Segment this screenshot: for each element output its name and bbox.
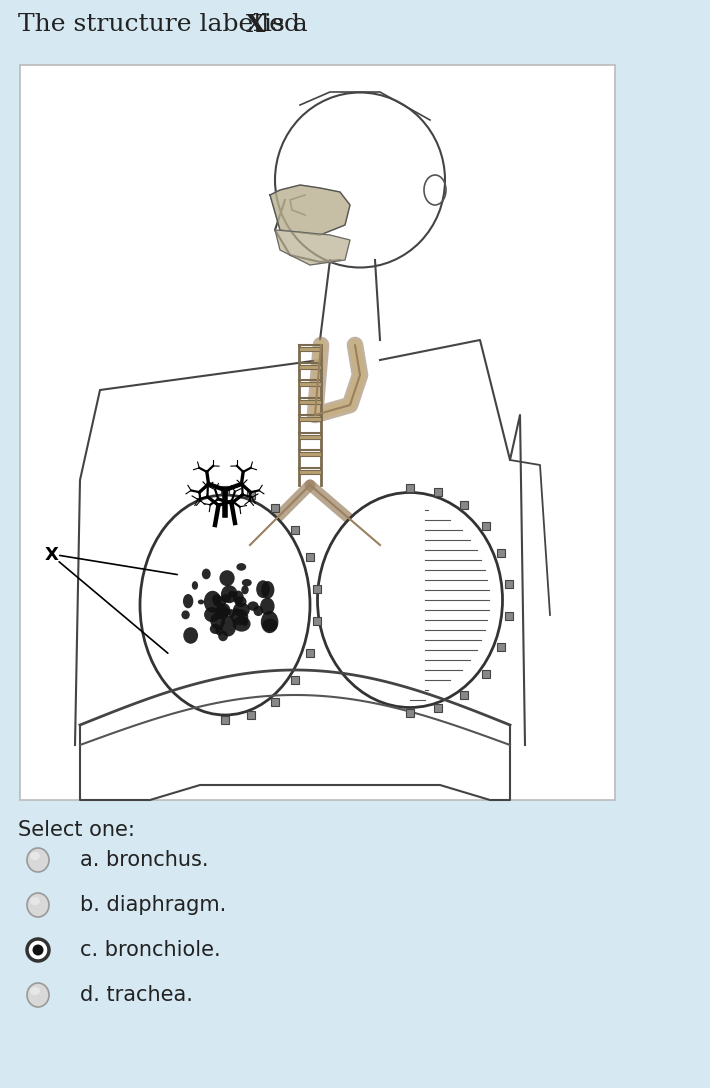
Ellipse shape	[183, 594, 193, 608]
Ellipse shape	[262, 619, 278, 631]
Ellipse shape	[213, 596, 226, 607]
Ellipse shape	[204, 607, 220, 622]
Polygon shape	[270, 185, 350, 235]
Ellipse shape	[233, 591, 244, 604]
Bar	[498, 549, 506, 557]
Circle shape	[27, 939, 49, 961]
Ellipse shape	[219, 570, 235, 586]
FancyBboxPatch shape	[299, 347, 321, 351]
Ellipse shape	[140, 495, 310, 715]
FancyBboxPatch shape	[20, 65, 615, 800]
Ellipse shape	[27, 848, 49, 871]
Bar	[460, 502, 469, 509]
Ellipse shape	[220, 616, 236, 636]
Ellipse shape	[242, 579, 252, 586]
Ellipse shape	[27, 982, 49, 1007]
FancyBboxPatch shape	[299, 434, 321, 438]
Text: c. bronchiole.: c. bronchiole.	[80, 940, 221, 960]
Bar	[506, 580, 513, 588]
Bar	[460, 691, 469, 698]
Polygon shape	[275, 230, 350, 265]
Text: a. bronchus.: a. bronchus.	[80, 850, 209, 870]
Ellipse shape	[233, 603, 250, 617]
Text: X: X	[45, 546, 59, 564]
Ellipse shape	[261, 611, 278, 633]
Bar	[247, 712, 255, 719]
Ellipse shape	[212, 594, 222, 604]
Bar	[406, 708, 414, 717]
Text: X: X	[246, 13, 266, 37]
Ellipse shape	[233, 616, 251, 632]
Bar	[291, 526, 300, 534]
Ellipse shape	[215, 605, 229, 619]
Bar	[482, 522, 490, 530]
Ellipse shape	[192, 581, 198, 590]
Bar	[271, 504, 279, 512]
Ellipse shape	[217, 603, 230, 617]
FancyBboxPatch shape	[299, 364, 321, 369]
Ellipse shape	[221, 585, 238, 603]
Bar	[221, 716, 229, 724]
Bar	[305, 553, 314, 561]
Ellipse shape	[228, 591, 236, 597]
FancyBboxPatch shape	[299, 382, 321, 386]
Bar	[435, 489, 442, 496]
Ellipse shape	[253, 606, 263, 616]
Bar	[506, 613, 513, 620]
FancyBboxPatch shape	[299, 417, 321, 421]
Ellipse shape	[236, 564, 246, 571]
Bar	[305, 648, 314, 657]
Ellipse shape	[198, 599, 204, 605]
Ellipse shape	[228, 609, 235, 618]
Ellipse shape	[209, 623, 221, 634]
Ellipse shape	[317, 493, 503, 707]
Ellipse shape	[210, 613, 225, 629]
Ellipse shape	[234, 596, 246, 607]
Ellipse shape	[215, 626, 223, 635]
Ellipse shape	[241, 618, 248, 626]
FancyBboxPatch shape	[299, 399, 321, 404]
Ellipse shape	[222, 608, 231, 616]
Ellipse shape	[256, 580, 270, 598]
Ellipse shape	[260, 597, 275, 615]
FancyBboxPatch shape	[299, 470, 321, 473]
Bar	[482, 670, 490, 678]
Ellipse shape	[27, 893, 49, 917]
Text: is a: is a	[256, 13, 307, 36]
Bar	[313, 584, 321, 593]
Ellipse shape	[202, 569, 211, 579]
Bar	[291, 677, 300, 684]
Bar	[313, 617, 321, 626]
Bar	[271, 697, 279, 706]
Text: b. diaphragm.: b. diaphragm.	[80, 895, 226, 915]
Bar	[247, 491, 255, 498]
Ellipse shape	[221, 594, 231, 603]
Ellipse shape	[30, 987, 40, 996]
Ellipse shape	[248, 602, 258, 610]
Bar	[498, 643, 506, 651]
Ellipse shape	[218, 631, 228, 641]
Ellipse shape	[233, 608, 240, 615]
Ellipse shape	[231, 609, 248, 626]
Bar	[435, 704, 442, 712]
Text: Select one:: Select one:	[18, 820, 135, 840]
Ellipse shape	[241, 585, 248, 594]
Ellipse shape	[30, 852, 40, 860]
Circle shape	[33, 944, 43, 955]
Ellipse shape	[181, 610, 190, 619]
Ellipse shape	[183, 627, 198, 644]
Bar	[221, 486, 229, 494]
FancyBboxPatch shape	[299, 452, 321, 456]
Ellipse shape	[204, 591, 222, 613]
Text: The structure labelled: The structure labelled	[18, 13, 308, 36]
Bar	[406, 483, 414, 492]
Ellipse shape	[30, 897, 40, 905]
Ellipse shape	[261, 581, 274, 598]
Text: d. trachea.: d. trachea.	[80, 985, 193, 1005]
